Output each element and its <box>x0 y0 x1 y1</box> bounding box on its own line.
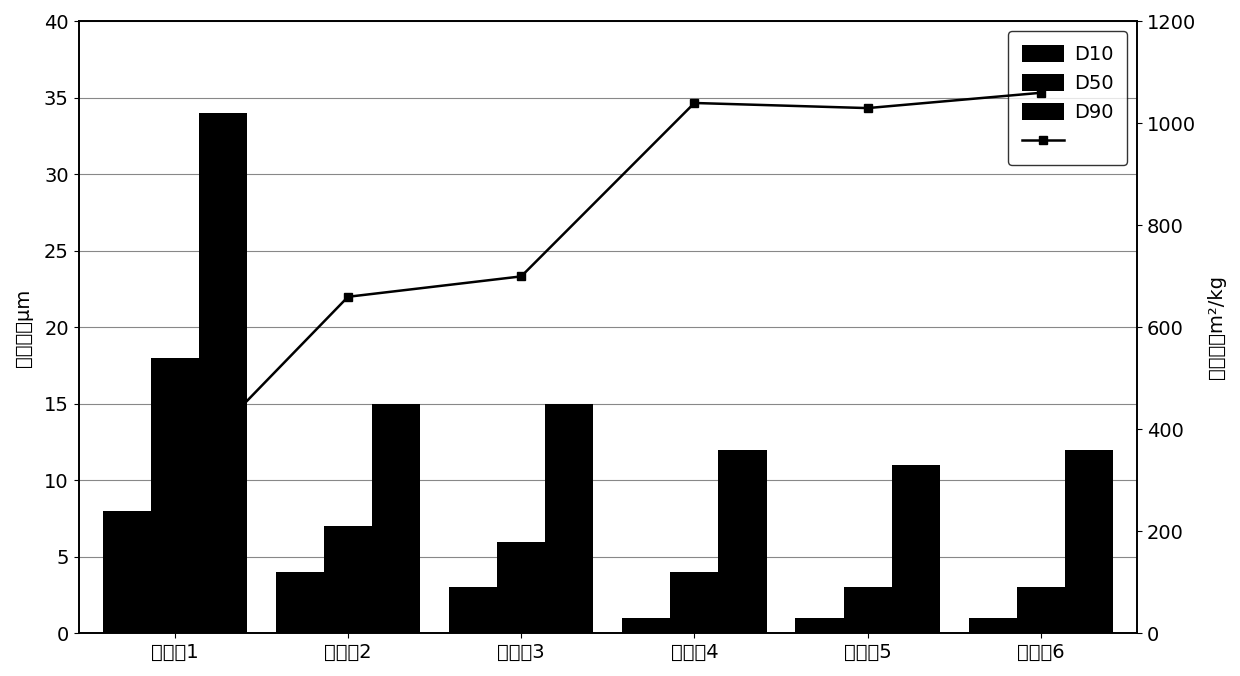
Bar <box>372 404 420 633</box>
Bar <box>324 527 372 633</box>
Bar <box>151 358 198 633</box>
Bar <box>198 113 247 633</box>
Y-axis label: 粒径尺寸μm: 粒径尺寸μm <box>14 288 33 366</box>
Bar <box>546 404 594 633</box>
Bar <box>1065 450 1114 633</box>
Bar <box>1017 587 1065 633</box>
Bar <box>103 511 151 633</box>
Bar <box>449 587 497 633</box>
Bar <box>622 618 671 633</box>
Bar <box>968 618 1017 633</box>
Bar <box>275 572 324 633</box>
Bar <box>795 618 843 633</box>
Bar <box>843 587 892 633</box>
Legend: D10, D50, D90, : D10, D50, D90, <box>1008 31 1127 165</box>
Y-axis label: 比表面积m²/kg: 比表面积m²/kg <box>1207 275 1226 379</box>
Bar <box>892 465 940 633</box>
Bar <box>497 541 546 633</box>
Bar <box>718 450 766 633</box>
Bar <box>671 572 718 633</box>
